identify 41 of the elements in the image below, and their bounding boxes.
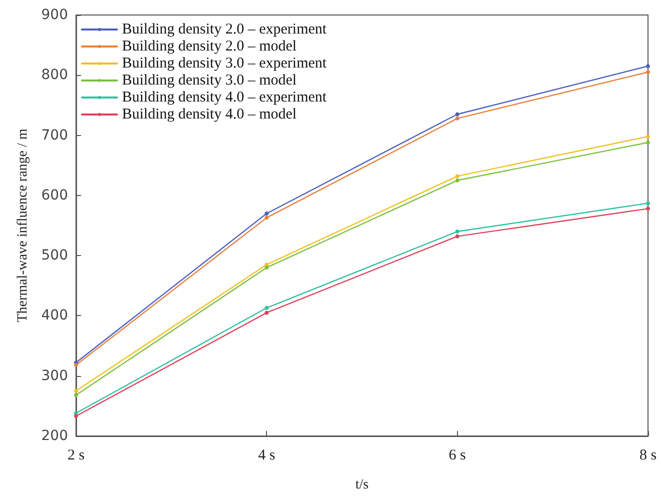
point: [455, 116, 460, 120]
point: [264, 211, 269, 216]
y-tick-label: 900: [41, 7, 68, 23]
point: [646, 201, 650, 206]
point: [646, 134, 650, 138]
y-tick-label: 500: [41, 248, 68, 264]
x-tick-label: 6 s: [448, 448, 466, 464]
x-tick-label: 2 s: [67, 448, 85, 464]
point: [646, 140, 650, 144]
point: [455, 178, 460, 182]
point: [646, 206, 650, 211]
y-tick-label: 700: [41, 127, 68, 144]
legend-label: Building density 3.0 – model: [122, 72, 297, 88]
point: [455, 112, 460, 116]
point: [455, 230, 460, 234]
legend-label: Building density 2.0 – model: [122, 38, 297, 54]
y-tick-label: 400: [41, 308, 68, 324]
x-tick-label: 8 s: [639, 448, 657, 464]
point: [264, 310, 269, 315]
point: [74, 388, 78, 393]
legend-label: Building density 3.0 – experiment: [122, 56, 328, 72]
point: [74, 393, 78, 398]
point: [455, 174, 460, 178]
point: [264, 306, 269, 310]
point: [264, 266, 269, 270]
y-axis-title: Thermal-wave influence range / m: [16, 128, 30, 322]
y-tick-label: 200: [41, 428, 68, 444]
y-tick-label: 600: [41, 187, 68, 204]
point: [646, 64, 650, 68]
legend-label: Building density 2.0 – experiment: [122, 22, 328, 38]
x-axis-title: t/s: [355, 478, 369, 492]
y-tick-label: 800: [41, 67, 68, 84]
x-tick-label: 4 s: [258, 448, 276, 464]
point: [74, 414, 78, 418]
legend-label: Building density 4.0 – model: [122, 106, 297, 122]
legend-label: Building density 4.0 – experiment: [122, 90, 328, 106]
point: [74, 363, 78, 368]
y-tick-label: 300: [41, 368, 68, 384]
point: [455, 234, 460, 238]
point: [646, 70, 650, 74]
point: [264, 216, 269, 220]
